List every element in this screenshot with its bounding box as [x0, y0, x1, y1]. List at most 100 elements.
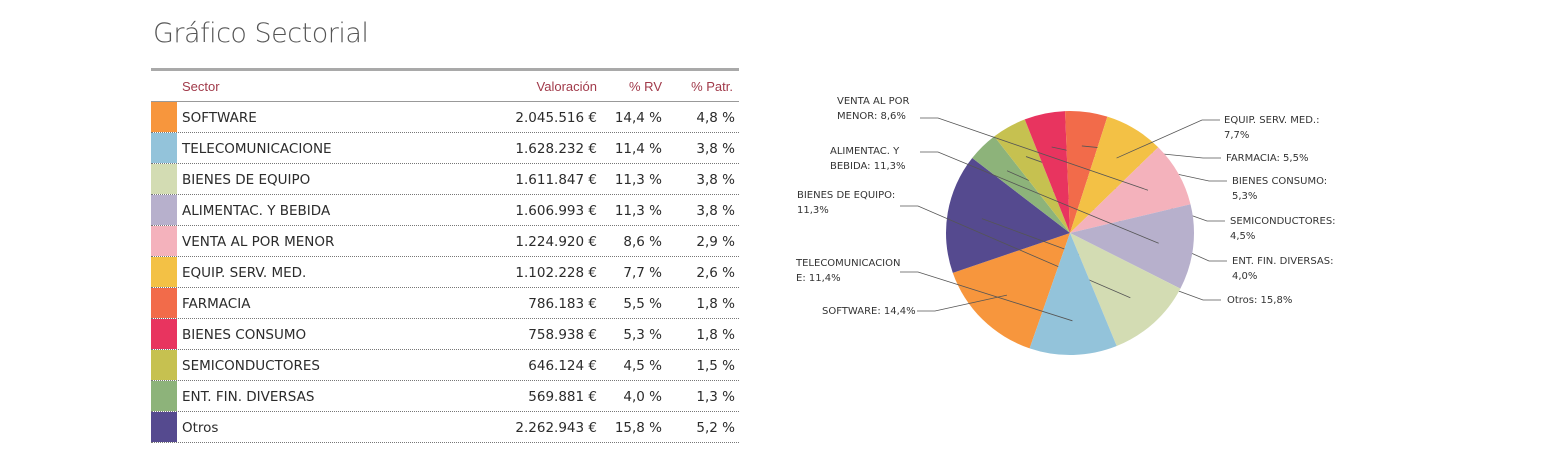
leader-line: [917, 294, 1007, 312]
table-row: EQUIP. SERV. MED. 1.102.228 € 7,7 % 2,6 %: [151, 257, 739, 288]
sector-name: ENT. FIN. DIVERSAS: [182, 389, 315, 405]
table-row: FARMACIA 786.183 € 5,5 % 1,8 %: [151, 288, 739, 319]
rv-value: 11,3 %: [614, 172, 662, 188]
pie-slice: [1070, 204, 1194, 289]
color-swatch: [151, 319, 177, 349]
rv-value: 15,8 %: [614, 420, 662, 436]
patr-value: 5,2 %: [696, 420, 735, 436]
sector-name: BIENES CONSUMO: [182, 327, 307, 343]
valoracion-value: 1.606.993 €: [515, 203, 597, 219]
slice-label: BIENES DE EQUIPO: 11,3%: [797, 190, 895, 216]
pie-slice: [994, 119, 1070, 233]
table-row: ALIMENTAC. Y BEBIDA 1.606.993 € 11,3 % 3,8 …: [151, 195, 739, 226]
rv-value: 11,3 %: [614, 203, 662, 219]
color-swatch: [151, 195, 177, 225]
slice-label: SOFTWARE: 14,4%: [822, 306, 916, 317]
header-valoracion: Valoración: [536, 79, 597, 94]
patr-value: 1,8 %: [696, 296, 735, 312]
sector-name: Otros: [182, 420, 219, 436]
rv-value: 4,5 %: [623, 358, 662, 374]
patr-value: 1,5 %: [696, 358, 735, 374]
valoracion-value: 786.183 €: [528, 296, 597, 312]
sector-name: SEMICONDUCTORES: [182, 358, 320, 374]
slice-label: Otros: 15,8%: [1227, 295, 1292, 306]
rv-value: 5,5 %: [623, 296, 662, 312]
color-swatch: [151, 288, 177, 318]
leader-line: [920, 117, 1149, 191]
sector-name: BIENES DE EQUIPO: [182, 172, 311, 188]
patr-value: 3,8 %: [696, 172, 735, 188]
rv-value: 4,0 %: [623, 389, 662, 405]
patr-value: 3,8 %: [696, 141, 735, 157]
header-sector: Sector: [182, 79, 220, 94]
leader-line: [920, 151, 1159, 244]
slice-label: ENT. FIN. DIVERSAS: 4,0%: [1232, 256, 1333, 282]
slice-label: SEMICONDUCTORES: 4,5%: [1230, 216, 1336, 242]
slice-label: EQUIP. SERV. MED.: 7,7%: [1224, 115, 1319, 141]
header-patr: % Patr.: [691, 79, 733, 94]
valoracion-value: 1.628.232 €: [515, 141, 597, 157]
table-row: BIENES CONSUMO 758.938 € 5,3 % 1,8 %: [151, 319, 739, 350]
table-row: SOFTWARE 2.045.516 € 14,4 % 4,8 %: [151, 102, 739, 133]
sector-pie-chart: SOFTWARE: 14,4% Otros: 15,8% ENT. FIN. DIV…: [795, 96, 1336, 355]
patr-value: 1,3 %: [696, 389, 735, 405]
leader-line: [900, 271, 1073, 322]
patr-value: 2,9 %: [696, 234, 735, 250]
patr-value: 2,6 %: [696, 265, 735, 281]
sector-name: EQUIP. SERV. MED.: [182, 265, 307, 281]
header-rv: % RV: [629, 79, 662, 94]
sector-table: Sector Valoración % RV % Patr. SOFTWARE 2…: [151, 68, 739, 443]
table-row: Otros 2.262.943 € 15,8 % 5,2 %: [151, 412, 739, 443]
table-header: Sector Valoración % RV % Patr.: [151, 71, 739, 102]
pie-slice: [952, 233, 1070, 349]
table-body: SOFTWARE 2.045.516 € 14,4 % 4,8 % TELECOMUNI…: [151, 102, 739, 443]
table-row: ENT. FIN. DIVERSAS 569.881 € 4,0 % 1,3 %: [151, 381, 739, 412]
sector-name: FARMACIA: [182, 296, 251, 312]
leader-line: [981, 218, 1221, 301]
valoracion-value: 1.611.847 €: [515, 172, 597, 188]
rv-value: 5,3 %: [623, 327, 662, 343]
color-swatch: [151, 412, 177, 442]
pie-slice: [972, 136, 1070, 233]
valoracion-value: 2.045.516 €: [515, 110, 597, 126]
color-swatch: [151, 381, 177, 411]
table-top-rule: [151, 68, 739, 71]
color-swatch: [151, 102, 177, 132]
slice-label: VENTA AL POR MENOR: 8,6%: [837, 96, 909, 122]
rv-value: 11,4 %: [614, 141, 662, 157]
rv-value: 14,4 %: [614, 110, 662, 126]
patr-value: 3,8 %: [696, 203, 735, 219]
sector-name: ALIMENTAC. Y BEBIDA: [182, 203, 331, 219]
rv-value: 7,7 %: [623, 265, 662, 281]
table-row: BIENES DE EQUIPO 1.611.847 € 11,3 % 3,8 %: [151, 164, 739, 195]
pie-slice: [1029, 233, 1117, 355]
table-row: TELECOMUNICACIONE 1.628.232 € 11,4 % 3,8 %: [151, 133, 739, 164]
pie-slice: [1065, 111, 1108, 233]
pie-slice: [946, 157, 1070, 273]
pie-slice: [1070, 233, 1181, 347]
valoracion-value: 2.262.943 €: [515, 420, 597, 436]
pie-slice: [1070, 116, 1159, 233]
pie-slice: [1024, 111, 1070, 233]
slice-label: ALIMENTAC. Y BEBIDA: 11,3%: [830, 146, 906, 172]
pie-slice: [1070, 147, 1191, 233]
sector-name: SOFTWARE: [182, 110, 257, 126]
color-swatch: [151, 350, 177, 380]
table-row: SEMICONDUCTORES 646.124 € 4,5 % 1,5 %: [151, 350, 739, 381]
slice-label: BIENES CONSUMO: 5,3%: [1232, 176, 1327, 202]
table-row: VENTA AL POR MENOR 1.224.920 € 8,6 % 2,9 %: [151, 226, 739, 257]
color-swatch: [151, 133, 177, 163]
valoracion-value: 646.124 €: [528, 358, 597, 374]
leader-line: [1116, 119, 1220, 159]
patr-value: 4,8 %: [696, 110, 735, 126]
valoracion-value: 758.938 €: [528, 327, 597, 343]
color-swatch: [151, 257, 177, 287]
sector-name: VENTA AL POR MENOR: [182, 234, 335, 250]
slice-label: TELECOMUNICACION E: 11,4%: [795, 258, 900, 284]
valoracion-value: 1.102.228 €: [515, 265, 597, 281]
sector-name: TELECOMUNICACIONE: [182, 141, 332, 157]
color-swatch: [151, 164, 177, 194]
color-swatch: [151, 226, 177, 256]
page-title: Gráfico Sectorial: [153, 18, 369, 49]
slice-label: FARMACIA: 5,5%: [1226, 153, 1308, 164]
